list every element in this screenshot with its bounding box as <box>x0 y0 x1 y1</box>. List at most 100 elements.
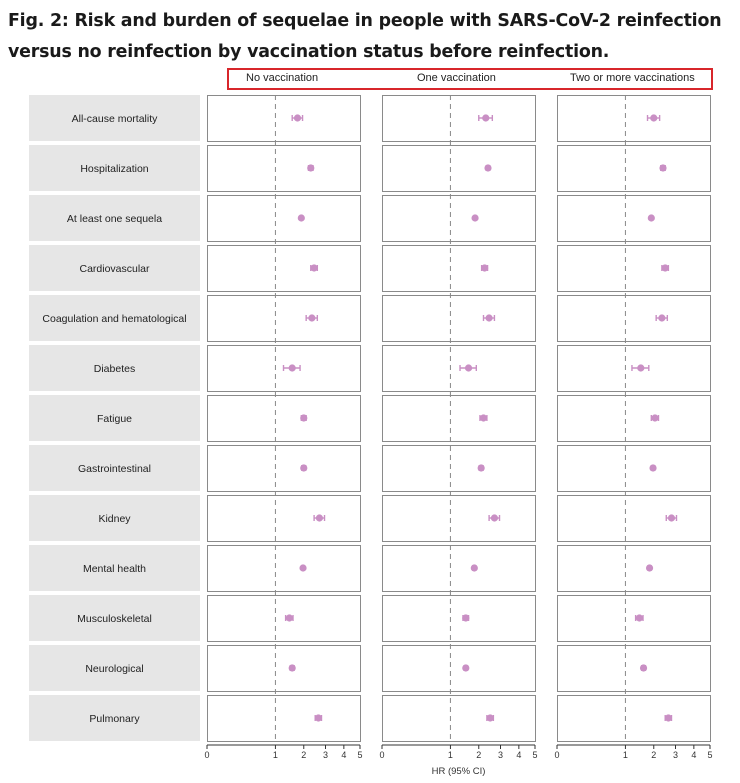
outcome-label-fatigue: Fatigue <box>97 413 132 425</box>
outcome-label-kidney: Kidney <box>98 513 131 525</box>
panel-header-two-or-more-vaccinations: Two or more vaccinations <box>570 72 695 84</box>
hr-point-two-or-more-vaccinations-fatigue <box>651 414 659 422</box>
panel-cell-two-or-more-vaccinations-gastrointestinal <box>557 445 711 492</box>
hr-point-two-or-more-vaccinations-at-least-one-sequela <box>647 214 655 222</box>
outcome-label-box-musculoskeletal <box>29 595 200 641</box>
outcome-label-musculoskeletal: Musculoskeletal <box>77 613 152 625</box>
outcome-label-box-cardiovascular <box>29 245 200 291</box>
hr-point-one-vaccination-mental-health <box>470 564 478 572</box>
panel-cell-no-vaccination-mental-health <box>207 545 361 592</box>
outcome-label-box-hospitalization <box>29 145 200 191</box>
x-tick-label-one-vaccination-2: 2 <box>476 750 481 760</box>
x-tick-label-two-or-more-vaccinations-3: 3 <box>673 750 678 760</box>
x-tick-label-no-vaccination-2: 2 <box>301 750 306 760</box>
x-tick-label-two-or-more-vaccinations-2: 2 <box>651 750 656 760</box>
hr-point-no-vaccination-pulmonary <box>314 714 322 722</box>
panel-cell-no-vaccination-gastrointestinal <box>207 445 361 492</box>
x-tick-label-one-vaccination-4: 4 <box>516 750 521 760</box>
panel-cell-two-or-more-vaccinations-mental-health <box>557 545 711 592</box>
outcome-label-hospitalization: Hospitalization <box>80 163 148 175</box>
x-tick-label-no-vaccination-3: 3 <box>323 750 328 760</box>
panel-cell-no-vaccination-neurological <box>207 645 361 692</box>
hr-point-no-vaccination-musculoskeletal <box>285 614 293 622</box>
hr-point-one-vaccination-kidney <box>490 514 499 522</box>
outcome-label-box-at-least-one-sequela <box>29 195 200 241</box>
outcome-label-box-coagulation-and-hematological <box>29 295 200 341</box>
panel-cell-one-vaccination-fatigue <box>382 395 536 442</box>
hr-point-two-or-more-vaccinations-pulmonary <box>664 714 672 722</box>
outcome-label-mental-health: Mental health <box>83 563 146 575</box>
hr-point-two-or-more-vaccinations-musculoskeletal <box>635 614 643 622</box>
outcome-label-cardiovascular: Cardiovascular <box>79 263 150 275</box>
panel-header-highlight-box <box>227 68 713 90</box>
panel-cell-no-vaccination-fatigue <box>207 395 361 442</box>
outcome-label-at-least-one-sequela: At least one sequela <box>67 213 162 225</box>
hr-point-one-vaccination-coagulation-and-hematological <box>485 314 493 322</box>
outcome-label-diabetes: Diabetes <box>94 363 135 375</box>
outcome-label-box-pulmonary <box>29 695 200 741</box>
figure-title: Fig. 2: Risk and burden of sequelae in p… <box>8 11 722 62</box>
hr-point-two-or-more-vaccinations-diabetes <box>637 364 645 372</box>
hr-point-one-vaccination-hospitalization <box>484 164 492 172</box>
panel-cell-two-or-more-vaccinations-at-least-one-sequela <box>557 195 711 242</box>
x-tick-label-one-vaccination-5: 5 <box>532 750 537 760</box>
hr-point-no-vaccination-kidney <box>315 514 324 522</box>
panel-cell-two-or-more-vaccinations-coagulation-and-hematological <box>557 295 711 342</box>
panel-cell-one-vaccination-kidney <box>382 495 536 542</box>
outcome-label-box-diabetes <box>29 345 200 391</box>
hr-point-no-vaccination-at-least-one-sequela <box>297 214 305 222</box>
panel-cell-two-or-more-vaccinations-cardiovascular <box>557 245 711 292</box>
panel-cell-one-vaccination-mental-health <box>382 545 536 592</box>
hr-point-no-vaccination-hospitalization <box>307 164 315 172</box>
hr-point-no-vaccination-all-cause-mortality <box>293 114 302 122</box>
hr-point-one-vaccination-cardiovascular <box>481 264 489 272</box>
panel-cell-two-or-more-vaccinations-neurological <box>557 645 711 692</box>
x-tick-label-one-vaccination-3: 3 <box>498 750 503 760</box>
x-tick-label-no-vaccination-0: 0 <box>204 750 209 760</box>
hr-point-two-or-more-vaccinations-cardiovascular <box>661 264 669 272</box>
panel-cell-no-vaccination-coagulation-and-hematological <box>207 295 361 342</box>
panel-cell-two-or-more-vaccinations-all-cause-mortality <box>557 95 711 142</box>
outcome-label-box-mental-health <box>29 545 200 591</box>
panel-cell-two-or-more-vaccinations-fatigue <box>557 395 711 442</box>
x-tick-label-one-vaccination-0: 0 <box>379 750 384 760</box>
outcome-label-coagulation-and-hematological: Coagulation and hematological <box>42 313 186 325</box>
panel-cell-no-vaccination-pulmonary <box>207 695 361 742</box>
panel-cell-no-vaccination-cardiovascular <box>207 245 361 292</box>
hr-point-no-vaccination-cardiovascular <box>310 264 318 272</box>
hr-point-two-or-more-vaccinations-hospitalization <box>659 164 667 172</box>
hr-point-two-or-more-vaccinations-all-cause-mortality <box>650 114 658 122</box>
hr-point-no-vaccination-gastrointestinal <box>300 464 308 472</box>
x-tick-label-one-vaccination-1: 1 <box>448 750 453 760</box>
hr-point-two-or-more-vaccinations-mental-health <box>645 564 654 572</box>
hr-point-no-vaccination-mental-health <box>299 564 307 572</box>
hr-point-two-or-more-vaccinations-neurological <box>639 664 648 672</box>
hr-point-no-vaccination-diabetes <box>288 364 296 372</box>
outcome-label-box-all-cause-mortality <box>29 95 200 141</box>
outcome-label-neurological: Neurological <box>85 663 143 675</box>
x-tick-label-two-or-more-vaccinations-0: 0 <box>554 750 559 760</box>
x-tick-label-two-or-more-vaccinations-4: 4 <box>691 750 696 760</box>
outcome-label-all-cause-mortality: All-cause mortality <box>72 113 159 125</box>
panel-cell-one-vaccination-hospitalization <box>382 145 536 192</box>
panel-cell-one-vaccination-diabetes <box>382 345 536 392</box>
panel-cell-no-vaccination-hospitalization <box>207 145 361 192</box>
panel-cell-one-vaccination-pulmonary <box>382 695 536 742</box>
panel-cell-one-vaccination-neurological <box>382 645 536 692</box>
outcome-label-gastrointestinal: Gastrointestinal <box>78 463 151 475</box>
panel-cell-no-vaccination-all-cause-mortality <box>207 95 361 142</box>
hr-point-one-vaccination-pulmonary <box>486 714 494 722</box>
panel-cell-two-or-more-vaccinations-pulmonary <box>557 695 711 742</box>
outcome-label-box-neurological <box>29 645 200 691</box>
hr-point-one-vaccination-gastrointestinal <box>477 464 485 472</box>
hr-point-one-vaccination-neurological <box>462 664 470 672</box>
outcome-label-pulmonary: Pulmonary <box>89 713 140 725</box>
panel-cell-two-or-more-vaccinations-kidney <box>557 495 711 542</box>
hr-point-one-vaccination-fatigue <box>479 414 488 422</box>
x-tick-label-two-or-more-vaccinations-1: 1 <box>623 750 628 760</box>
panel-cell-two-or-more-vaccinations-hospitalization <box>557 145 711 192</box>
hr-point-no-vaccination-fatigue <box>300 414 308 422</box>
panel-cell-one-vaccination-gastrointestinal <box>382 445 536 492</box>
panel-cell-one-vaccination-all-cause-mortality <box>382 95 536 142</box>
